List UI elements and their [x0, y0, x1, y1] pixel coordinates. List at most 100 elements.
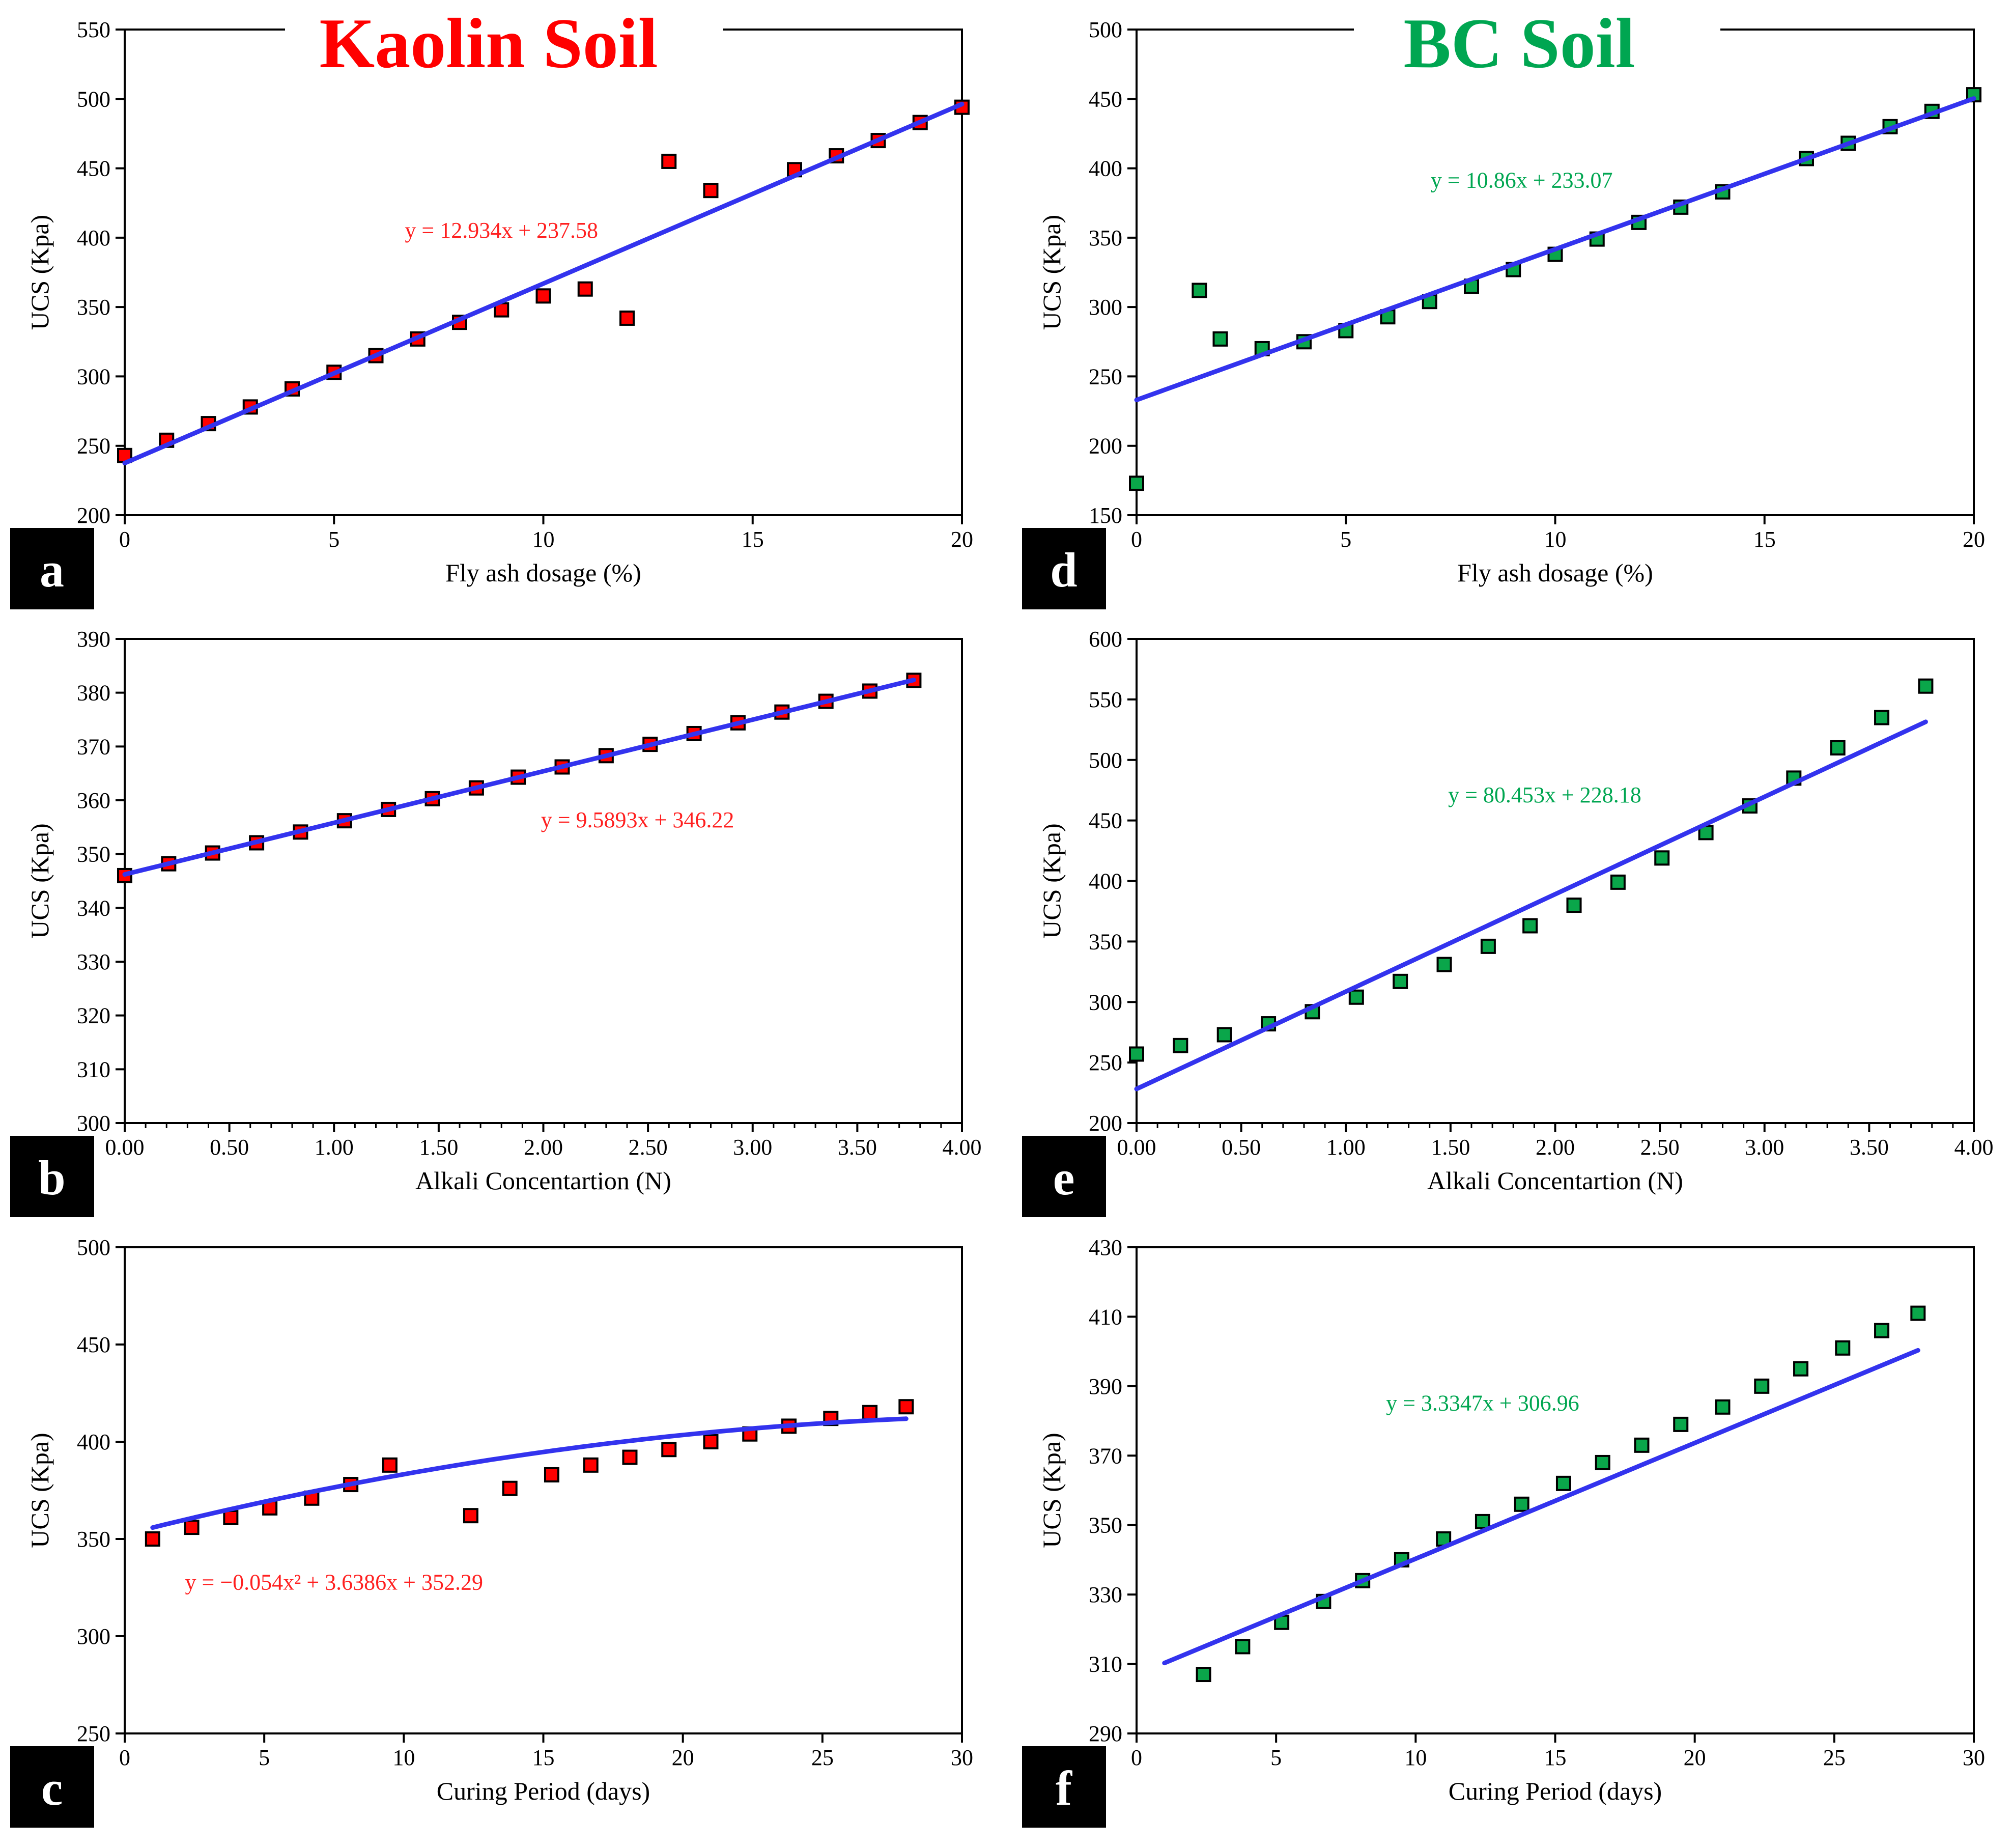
- x-tick-label: 3.50: [1850, 1135, 1889, 1160]
- x-tick-label: 2.00: [524, 1135, 563, 1160]
- panel-label-box: [1022, 1136, 1106, 1217]
- y-tick-label: 450: [77, 156, 110, 181]
- y-tick-label: 350: [77, 295, 110, 320]
- data-point: [1436, 957, 1452, 972]
- data-point: [703, 1434, 719, 1449]
- x-tick-label: 1.00: [1326, 1135, 1366, 1160]
- data-point: [535, 288, 551, 304]
- y-tick-label: 400: [77, 1430, 110, 1454]
- data-point: [382, 1457, 398, 1473]
- y-tick-label: 330: [1089, 1582, 1122, 1607]
- x-axis-label: Fly ash dosage (%): [445, 558, 641, 587]
- y-tick-label: 250: [77, 434, 110, 459]
- data-point: [1192, 283, 1207, 298]
- y-axis-label: UCS (Kpa): [1037, 1433, 1066, 1548]
- panel-label-box: [10, 1136, 94, 1217]
- y-tick-label: 350: [1089, 1513, 1122, 1538]
- panel-label: a: [40, 543, 64, 597]
- x-tick-label: 25: [1823, 1745, 1846, 1770]
- y-tick-label: 350: [1089, 929, 1122, 954]
- y-tick-label: 310: [77, 1057, 110, 1082]
- x-tick-label: 2.50: [629, 1135, 668, 1160]
- data-point: [1835, 1340, 1851, 1356]
- kaolin-soil-title: Kaolin Soil: [319, 4, 658, 83]
- x-axis-label: Alkali Concentartion (N): [1427, 1166, 1683, 1195]
- data-point: [1874, 710, 1890, 725]
- data-point: [862, 1405, 878, 1420]
- chart-panel-c: 250 300 350 400 450 500 0 5 10 15 20 25 30 Curing Per…: [10, 1235, 973, 1828]
- trend-line: [150, 1416, 909, 1530]
- x-tick-label: 0.50: [1222, 1135, 1261, 1160]
- x-tick-label: 0.50: [210, 1135, 249, 1160]
- data-point: [1235, 1639, 1251, 1655]
- x-tick-label: 15: [532, 1745, 555, 1770]
- y-tick-label: 250: [1089, 364, 1122, 389]
- y-tick-label: 380: [77, 681, 110, 706]
- x-tick-label: 10: [1404, 1745, 1427, 1770]
- y-tick-label: 350: [77, 842, 110, 867]
- x-tick-label: 20: [1963, 527, 1985, 552]
- data-point: [1348, 989, 1364, 1005]
- trend-line: [122, 102, 965, 466]
- chart-panel-d: 150 200 250 300 350 400 450 500 0 5 10 15 20 Fly ash …: [1022, 17, 1985, 609]
- x-tick-label: 1.50: [419, 1135, 458, 1160]
- y-axis-label: UCS (Kpa): [1037, 823, 1066, 938]
- x-tick-label: 10: [532, 527, 555, 552]
- y-axis-label: UCS (Kpa): [25, 1433, 54, 1548]
- data-point: [502, 1480, 518, 1496]
- trend-equation: y = −0.054x² + 3.6386x + 352.29: [185, 1570, 483, 1594]
- y-tick-label: 310: [1089, 1652, 1122, 1677]
- y-tick-label: 350: [77, 1527, 110, 1552]
- y-tick-label: 400: [1089, 869, 1122, 894]
- y-tick-label: 450: [1089, 808, 1122, 833]
- data-point: [898, 1399, 914, 1415]
- y-tick-label: 550: [77, 17, 110, 42]
- data-point: [661, 1442, 677, 1458]
- data-point: [1196, 1667, 1211, 1683]
- data-point: [463, 1508, 478, 1524]
- trend-line: [1162, 1348, 1920, 1666]
- x-tick-label: 1.00: [315, 1135, 354, 1160]
- y-tick-label: 150: [1089, 503, 1122, 528]
- data-point: [1475, 1514, 1490, 1529]
- y-tick-label: 200: [1089, 434, 1122, 459]
- data-point: [622, 1449, 638, 1465]
- y-tick-label: 320: [77, 1003, 110, 1028]
- data-point: [544, 1467, 559, 1482]
- x-tick-label: 10: [1544, 527, 1567, 552]
- panel-label-box: [10, 1746, 94, 1828]
- data-point: [1673, 1416, 1689, 1432]
- x-tick-label: 5: [1340, 527, 1351, 552]
- data-point: [1654, 850, 1670, 866]
- y-tick-label: 300: [1089, 295, 1122, 320]
- x-tick-label: 5: [328, 527, 339, 552]
- data-point: [1595, 1454, 1610, 1470]
- x-tick-label: 4.00: [943, 1135, 982, 1160]
- y-tick-label: 400: [77, 226, 110, 250]
- data-point: [1555, 1475, 1571, 1491]
- panel-label: f: [1056, 1761, 1072, 1815]
- x-tick-label: 3.00: [733, 1135, 772, 1160]
- x-tick-label: 20: [951, 527, 973, 552]
- x-tick-label: 0.00: [105, 1135, 145, 1160]
- trend-line: [122, 678, 916, 877]
- data-point: [1634, 1437, 1650, 1453]
- data-point: [184, 1520, 200, 1535]
- x-tick-label: 15: [742, 527, 764, 552]
- x-tick-label: 0: [119, 527, 130, 552]
- panel-label: e: [1053, 1151, 1075, 1205]
- x-tick-label: 30: [1963, 1745, 1985, 1770]
- y-tick-label: 300: [1089, 990, 1122, 1015]
- x-tick-label: 15: [1544, 1745, 1567, 1770]
- y-tick-label: 390: [1089, 1374, 1122, 1399]
- y-tick-label: 600: [1089, 627, 1122, 652]
- y-tick-label: 410: [1089, 1304, 1122, 1329]
- data-point: [703, 183, 719, 199]
- data-point: [661, 153, 677, 169]
- panel-label-box: [10, 528, 94, 609]
- y-tick-label: 500: [77, 87, 110, 111]
- x-tick-label: 15: [1753, 527, 1776, 552]
- trend-equation: y = 3.3347x + 306.96: [1386, 1391, 1579, 1416]
- data-point: [1514, 1496, 1529, 1512]
- trend-line: [1134, 719, 1928, 1091]
